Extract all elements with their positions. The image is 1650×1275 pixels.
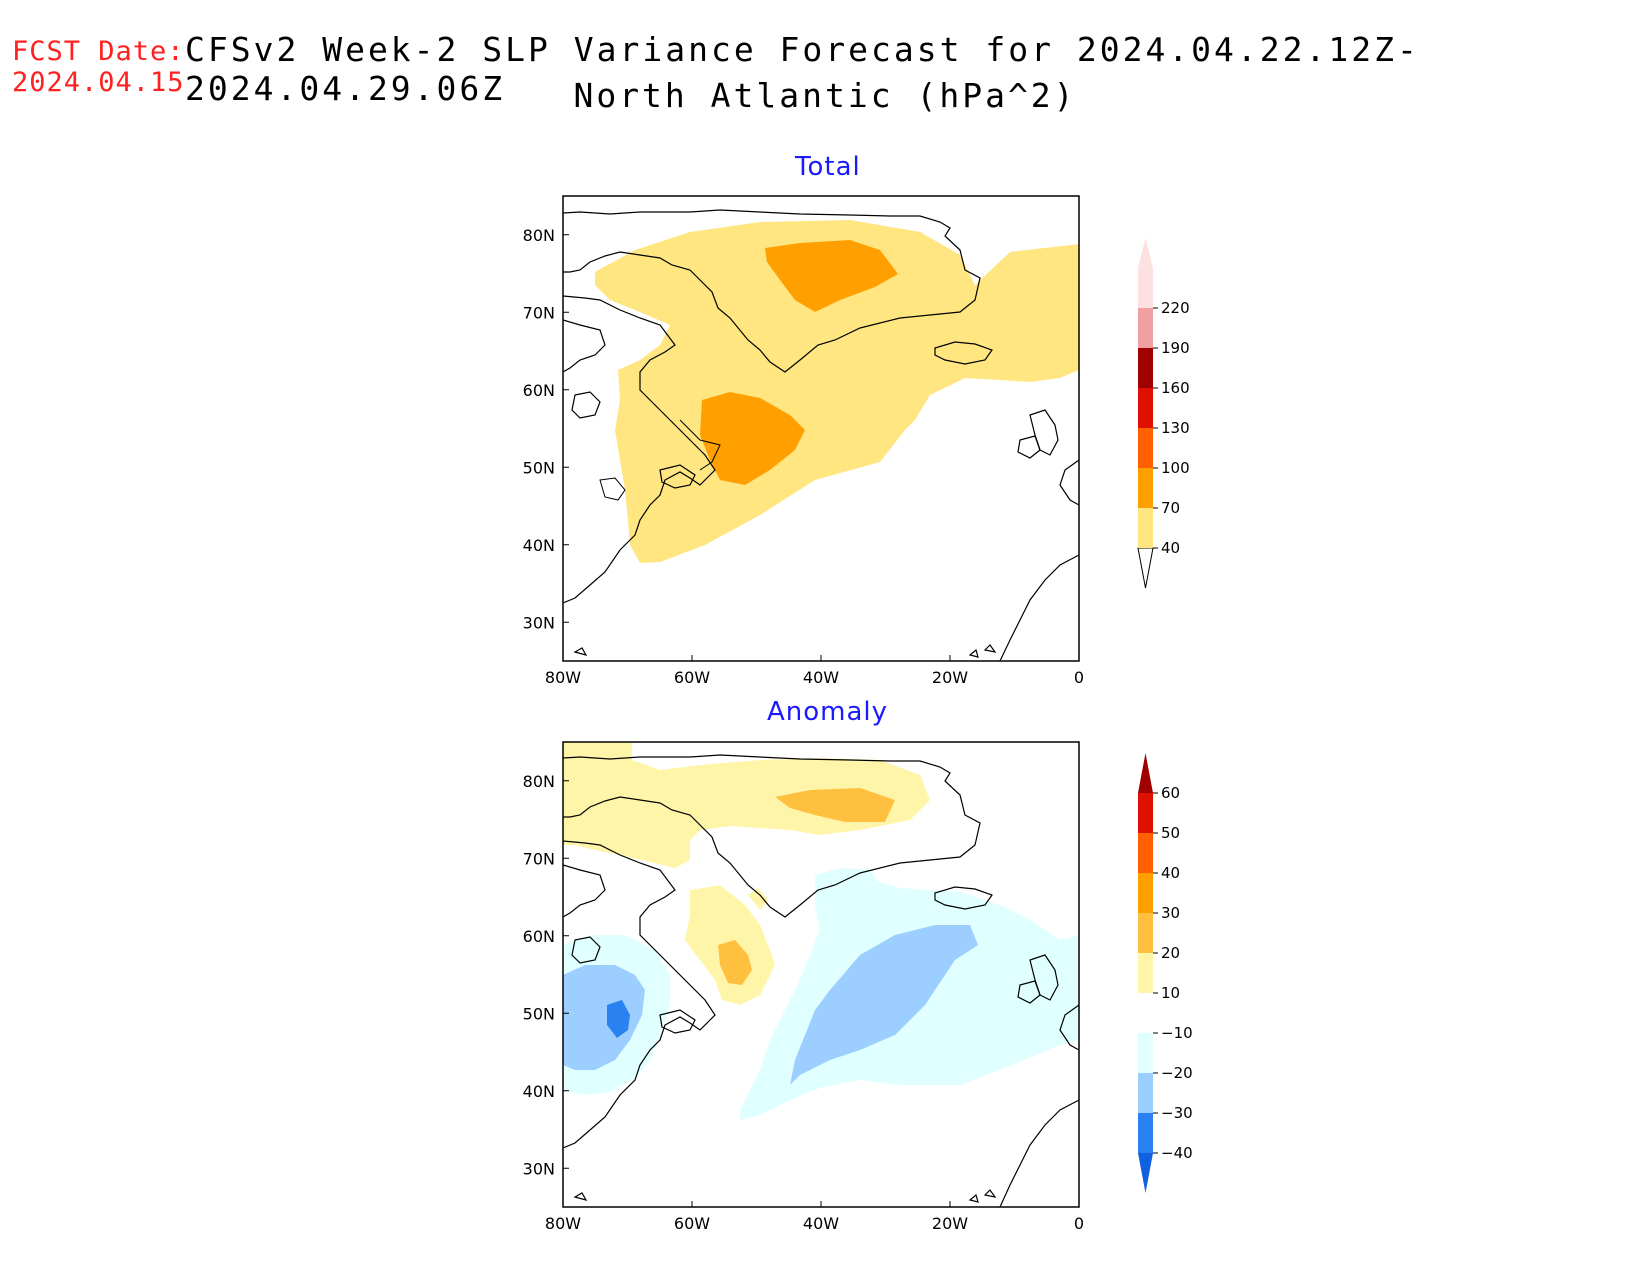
lon-label: 60W xyxy=(674,1214,710,1233)
lon-label: 40W xyxy=(803,668,839,687)
lon-label: 80W xyxy=(545,1214,581,1233)
total-colorbar-label: 40 xyxy=(1161,539,1180,557)
forecast-date-block: FCST Date: 2024.04.15 xyxy=(12,36,185,98)
lat-label: 30N xyxy=(523,1159,555,1178)
lon-label: 0 xyxy=(1074,1214,1084,1233)
anomaly-shade-20-30-central xyxy=(718,940,752,985)
anomaly-shade-m20-m30-east xyxy=(790,925,978,1085)
anomaly-coastlines xyxy=(563,754,1079,1207)
lat-label: 60N xyxy=(523,927,555,946)
anomaly-colorbar-label: 40 xyxy=(1161,864,1180,882)
lon-label: 60W xyxy=(674,668,710,687)
anomaly-colorbar-swatch xyxy=(1138,1073,1153,1113)
anomaly-shade-m20-m30-west xyxy=(563,965,645,1070)
anomaly-colorbar-label: −10 xyxy=(1161,1024,1193,1042)
anomaly-colorbar-label: 30 xyxy=(1161,904,1180,922)
lat-label: 30N xyxy=(523,613,555,632)
total-colorbar-lower-end xyxy=(1137,547,1154,589)
lat-label: 70N xyxy=(523,849,555,868)
total-colorbar-swatch xyxy=(1138,508,1153,548)
anomaly-colorbar-upper-end xyxy=(1138,753,1153,793)
subtitle-region: North Atlantic (hPa^2) xyxy=(573,76,1077,115)
panel-title-anomaly: Anomaly xyxy=(767,697,889,727)
lat-label: 40N xyxy=(523,536,555,555)
lat-label: 80N xyxy=(523,772,555,791)
anomaly-colorbar-swatch xyxy=(1138,873,1153,913)
anomaly-colorbar-label: −20 xyxy=(1161,1064,1193,1082)
total-coastlines xyxy=(563,209,1079,661)
anomaly-colorbar-label: 20 xyxy=(1161,944,1180,962)
anomaly-shade-m30-m40 xyxy=(607,1000,630,1038)
total-coast-detail xyxy=(599,419,721,501)
panel-title-total: Total xyxy=(795,152,861,182)
anomaly-colorbar-swatch xyxy=(1138,953,1153,993)
total-shade-70-100-south xyxy=(700,392,805,485)
lat-label: 50N xyxy=(523,458,555,477)
anomaly-colorbar-swatch xyxy=(1138,793,1153,833)
total-shade-40-70 xyxy=(595,220,1079,563)
anomaly-colorbar-swatch xyxy=(1138,1113,1153,1153)
lon-label: 40W xyxy=(803,1214,839,1233)
anomaly-map xyxy=(563,742,1079,1207)
anomaly-shade-10-20-north2 xyxy=(748,888,768,910)
total-colorbar-swatch xyxy=(1138,388,1153,428)
total-colorbar-label: 160 xyxy=(1161,379,1190,397)
lat-label: 60N xyxy=(523,381,555,400)
lat-label: 70N xyxy=(523,303,555,322)
axes-layer: 80N 70N 60N 50N 40N 30N 80W 60W 40W 20W 0 80N 70N 60N… xyxy=(523,226,1084,1233)
total-colorbar-label: 220 xyxy=(1161,299,1190,317)
main-title: CFSv2 Week-2 SLP Variance Forecast for 2… xyxy=(185,30,1420,108)
lat-label: 80N xyxy=(523,226,555,245)
total-colorbar-swatch xyxy=(1138,468,1153,508)
total-colorbar-swatch xyxy=(1138,308,1153,348)
anomaly-shade-20-30-north xyxy=(775,788,895,822)
total-colorbar-label: 100 xyxy=(1161,459,1190,477)
total-colorbar-upper-end xyxy=(1138,238,1153,268)
lon-label: 20W xyxy=(932,1214,968,1233)
total-colorbar-swatch xyxy=(1138,428,1153,468)
total-colorbar-swatch xyxy=(1138,268,1153,308)
anomaly-colorbar-swatch xyxy=(1138,913,1153,953)
lat-label: 40N xyxy=(523,1082,555,1101)
anomaly-colorbar-lower-end xyxy=(1138,1153,1153,1193)
lat-label: 50N xyxy=(523,1004,555,1023)
anomaly-colorbar-label: −40 xyxy=(1161,1144,1193,1162)
lon-label: 80W xyxy=(545,668,581,687)
anomaly-colorbar-swatch xyxy=(1138,1033,1153,1073)
anomaly-colorbar-label: 10 xyxy=(1161,984,1180,1002)
lon-label: 20W xyxy=(932,668,968,687)
total-colorbar-label: 130 xyxy=(1161,419,1190,437)
anomaly-colorbar-swatch xyxy=(1138,833,1153,873)
total-shade-70-100-north xyxy=(765,240,898,312)
fcst-date-label: FCST Date: xyxy=(12,36,185,67)
anomaly-colorbar-label: −30 xyxy=(1161,1104,1193,1122)
total-map xyxy=(563,209,1079,661)
anomaly-shade-10-20-north xyxy=(563,742,930,868)
lon-label: 0 xyxy=(1074,668,1084,687)
total-colorbar-swatch xyxy=(1138,348,1153,388)
colorbars-layer: 40 70 100 130 160 190 220 60 50 40 30 20 10 −10 −20 −30… xyxy=(1137,238,1193,1193)
fcst-date-value: 2024.04.15 xyxy=(12,67,185,98)
anomaly-colorbar-label: 60 xyxy=(1161,784,1180,802)
total-colorbar-label: 190 xyxy=(1161,339,1190,357)
anomaly-colorbar-swatch xyxy=(1138,993,1153,1033)
anomaly-colorbar-label: 50 xyxy=(1161,824,1180,842)
total-colorbar-label: 70 xyxy=(1161,499,1180,517)
